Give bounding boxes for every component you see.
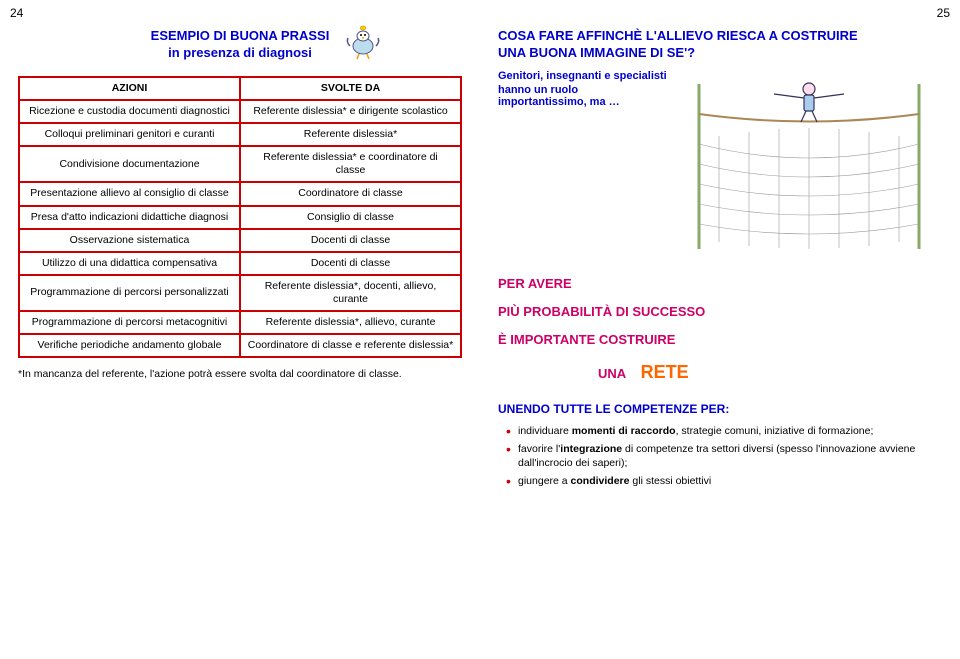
cell-svolte-da: Referente dislessia*, allievo, curante (240, 311, 461, 334)
table-row: Verifiche periodiche andamento globaleCo… (19, 334, 461, 357)
right-sub-2: hanno un ruolo importantissimo, ma … (498, 84, 668, 108)
th-svolte-da: SVOLTE DA (240, 77, 461, 100)
table-row: Presentazione allievo al consiglio di cl… (19, 182, 461, 205)
goal-item: giungere a condividere gli stessi obiett… (506, 474, 942, 488)
table-row: Osservazione sistematicaDocenti di class… (19, 229, 461, 252)
table-row: Colloqui preliminari genitori e curantiR… (19, 123, 461, 146)
left-page: 24 ESEMPIO DI BUONA PRASSI in presenza d… (0, 0, 480, 659)
cell-svolte-da: Referente dislessia* (240, 123, 461, 146)
table-row: Ricezione e custodia documenti diagnosti… (19, 100, 461, 123)
cell-azione: Osservazione sistematica (19, 229, 240, 252)
tightrope-figure-icon (676, 74, 942, 257)
msg-importante: È IMPORTANTE COSTRUIRE (498, 329, 942, 351)
msg-rete: RETE (641, 362, 689, 382)
cell-azione: Programmazione di percorsi metacognitivi (19, 311, 240, 334)
page-number-right: 25 (937, 6, 950, 20)
cell-azione: Ricezione e custodia documenti diagnosti… (19, 100, 240, 123)
goal-pre: giungere a (518, 475, 571, 487)
cell-azione: Verifiche periodiche andamento globale (19, 334, 240, 357)
cell-azione: Utilizzo di una didattica compensativa (19, 252, 240, 275)
th-azioni: AZIONI (19, 77, 240, 100)
right-page: 25 COSA FARE AFFINCHÈ L'ALLIEVO RIESCA A… (480, 0, 960, 659)
table-header-row: AZIONI SVOLTE DA (19, 77, 461, 100)
cell-svolte-da: Docenti di classe (240, 229, 461, 252)
msg-una: UNA (598, 363, 626, 385)
cell-svolte-da: Coordinatore di classe (240, 182, 461, 205)
table-row: Presa d'atto indicazioni didattiche diag… (19, 206, 461, 229)
goal-pre: favorire l' (518, 443, 560, 455)
goals-list: individuare momenti di raccordo, strateg… (498, 424, 942, 489)
goal-item: favorire l'integrazione di competenze tr… (506, 442, 942, 470)
right-title-block: COSA FARE AFFINCHÈ L'ALLIEVO RIESCA A CO… (498, 28, 942, 62)
cell-azione: Presa d'atto indicazioni didattiche diag… (19, 206, 240, 229)
table-row: Programmazione di percorsi personalizzat… (19, 275, 461, 311)
goal-bold: condividere (571, 475, 630, 487)
table-row: Condivisione documentazioneReferente dis… (19, 146, 461, 182)
goal-post: , strategie comuni, iniziative di formaz… (676, 425, 874, 437)
union-title: UNENDO TUTTE LE COMPETENZE PER: (498, 402, 942, 416)
cell-azione: Presentazione allievo al consiglio di cl… (19, 182, 240, 205)
footnote: *In mancanza del referente, l'azione pot… (18, 368, 462, 382)
page-number-left: 24 (10, 6, 23, 20)
table-row: Utilizzo di una didattica compensativaDo… (19, 252, 461, 275)
bird-icon (344, 24, 382, 63)
cell-svolte-da: Referente dislessia* e dirigente scolast… (240, 100, 461, 123)
msg-una-rete: UNA RETE (498, 357, 942, 388)
cell-azione: Colloqui preliminari genitori e curanti (19, 123, 240, 146)
left-title-1: ESEMPIO DI BUONA PRASSI (18, 28, 462, 45)
goal-post: gli stessi obiettivi (629, 475, 711, 487)
cell-azione: Condivisione documentazione (19, 146, 240, 182)
goal-bold: integrazione (560, 443, 622, 455)
msg-per-avere: PER AVERE (498, 273, 942, 295)
cell-svolte-da: Consiglio di classe (240, 206, 461, 229)
goal-item: individuare momenti di raccordo, strateg… (506, 424, 942, 438)
right-title-1: COSA FARE AFFINCHÈ L'ALLIEVO RIESCA A CO… (498, 28, 942, 45)
goal-pre: individuare (518, 425, 572, 437)
left-title-2: in presenza di diagnosi (18, 45, 462, 62)
cell-svolte-da: Coordinatore di classe e referente disle… (240, 334, 461, 357)
cell-svolte-da: Referente dislessia* e coordinatore di c… (240, 146, 461, 182)
cell-azione: Programmazione di percorsi personalizzat… (19, 275, 240, 311)
goal-bold: momenti di raccordo (572, 425, 676, 437)
cell-svolte-da: Referente dislessia*, docenti, allievo, … (240, 275, 461, 311)
cell-svolte-da: Docenti di classe (240, 252, 461, 275)
table-row: Programmazione di percorsi metacognitivi… (19, 311, 461, 334)
actions-table: AZIONI SVOLTE DA Ricezione e custodia do… (18, 76, 462, 359)
right-title-2: UNA BUONA IMMAGINE DI SE'? (498, 45, 942, 62)
right-sub-1: Genitori, insegnanti e specialisti (498, 70, 668, 82)
msg-probabilita: PIÙ PROBABILITÀ DI SUCCESSO (498, 301, 942, 323)
left-title-block: ESEMPIO DI BUONA PRASSI in presenza di d… (18, 28, 462, 62)
